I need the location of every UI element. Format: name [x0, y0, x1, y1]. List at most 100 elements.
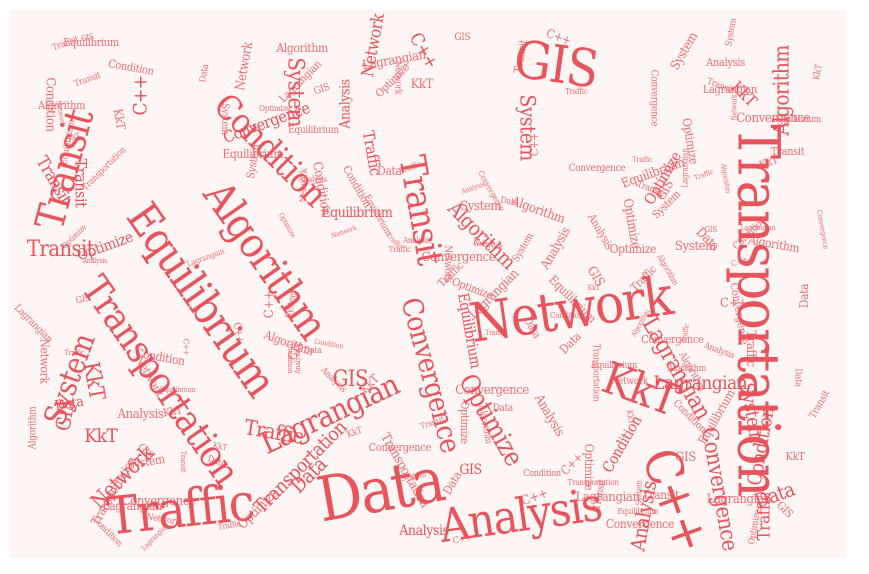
cloud-word-small: Data: [303, 345, 323, 356]
cloud-word-small: Lagrangian: [740, 223, 776, 232]
cloud-word-small: C++: [181, 338, 191, 356]
cloud-word-small: Traffic: [388, 244, 411, 254]
cloud-word-small: Condition: [549, 310, 584, 320]
cloud-word-medium: Equilibrium: [321, 205, 393, 222]
cloud-word-small: Convergence: [736, 110, 811, 126]
cloud-word-large: Transportation: [724, 124, 793, 496]
cloud-word-small: Convergence: [648, 69, 660, 127]
cloud-word-small: Transit: [770, 144, 805, 158]
cloud-word-small: Optimize: [609, 241, 657, 256]
cloud-word-small: Network: [610, 376, 649, 388]
cloud-word-small: Analysis: [403, 236, 432, 246]
cloud-word-small: Convergence: [421, 249, 496, 265]
cloud-word-small: Analysis: [530, 391, 567, 440]
cloud-word-small: Analysis: [298, 174, 328, 184]
cloud-word-small: KkT: [110, 107, 129, 130]
cloud-word-small: System: [723, 17, 739, 48]
cloud-word-small: GIS: [704, 224, 718, 234]
cloud-word-small: KkT: [587, 283, 600, 292]
cloud-word-small: System: [674, 239, 716, 255]
cloud-word-medium: System: [515, 93, 540, 161]
cloud-word-small: Network: [37, 338, 52, 384]
cloud-word-medium: Lagrangian: [653, 372, 748, 395]
cloud-word-small: Lagrangian: [575, 489, 640, 505]
cloud-word-small: C++: [557, 449, 586, 478]
cloud-word-small: Transit: [73, 70, 103, 90]
cloud-word-small: Lagrangian: [706, 492, 772, 508]
cloud-word-small: Analysis: [117, 406, 164, 422]
cloud-word-small: GIS: [312, 82, 332, 98]
cloud-word-small: GIS: [675, 449, 696, 465]
cloud-word-medium: Transit: [26, 236, 95, 262]
cloud-word-small: Transit: [807, 388, 833, 421]
cloud-word-small: Convergence: [368, 440, 432, 454]
cloud-word-small: Equilibrium: [222, 147, 284, 162]
cloud-word-small: Equilibrium: [617, 506, 659, 516]
cloud-word-small: System: [460, 198, 502, 214]
cloud-word-small: Equilibrium: [775, 115, 821, 126]
cloud-word-small: Analysis: [538, 225, 575, 273]
cloud-word-small: Condition: [523, 468, 561, 479]
cloud-word-small: Data: [797, 283, 812, 309]
cloud-word-large: Convergence: [393, 293, 467, 456]
cloud-word-small: Condition: [286, 343, 295, 373]
cloud-word-small: Convergence: [568, 162, 626, 174]
cloud-word-small: Optimize: [259, 104, 291, 114]
cloud-word-small: C++: [719, 296, 748, 312]
cloud-word-small: KkT: [812, 64, 825, 82]
cloud-word-small: Traffic: [632, 156, 653, 165]
cloud-word-large: Analysis: [436, 476, 605, 554]
cloud-word-small: Data: [492, 402, 514, 414]
cloud-word-small: Traffic: [565, 87, 588, 97]
cloud-word-small: Traffic: [692, 167, 715, 182]
cloud-word-small: Transit: [485, 328, 507, 337]
cloud-word-small: Optimize: [276, 211, 298, 240]
cloud-word-small: Analysis: [82, 256, 108, 265]
cloud-word-small: Lagrangian: [102, 498, 162, 513]
cloud-word-small: Algorithm: [27, 406, 39, 450]
cloud-word-small: Equilibrium: [63, 35, 119, 49]
cloud-word-small: KkT: [410, 77, 434, 93]
cloud-word-small: Analysis: [460, 180, 487, 197]
cloud-word-small: Analysis: [584, 211, 616, 252]
cloud-word-small: Convergence: [641, 333, 704, 347]
cloud-word-small: Data: [377, 163, 402, 178]
cloud-word-small: GIS: [454, 31, 471, 43]
cloud-word-large: GIS: [509, 29, 601, 101]
cloud-word-small: KkT: [785, 450, 805, 463]
word-cloud: Lagrangian Network Equilibrium Transportati…: [10, 10, 846, 558]
cloud-word-small: Convergence: [455, 382, 529, 398]
cloud-word-medium: C++: [129, 75, 152, 116]
cloud-word-small: Algorithm: [508, 193, 567, 227]
cloud-word-small: Transit: [178, 451, 187, 473]
cloud-word-small: Network: [329, 223, 358, 241]
cloud-word-small: Transportation: [567, 478, 619, 488]
cloud-word-medium: Traffic: [358, 128, 386, 177]
cloud-word-small: Equilibrium: [159, 385, 196, 394]
cloud-word-small: Convergence: [815, 209, 831, 250]
cloud-word-medium: GIS: [332, 366, 369, 392]
cloud-word-medium: Traffic: [754, 492, 775, 541]
cloud-word-small: Network: [232, 40, 257, 92]
cloud-word-small: Network: [392, 60, 403, 95]
cloud-word-small: Analysis: [706, 55, 745, 69]
cloud-word-small: Condition: [107, 56, 155, 78]
cloud-word-small: Algorithm: [276, 40, 328, 55]
cloud-word-small: Transit: [642, 488, 679, 503]
cloud-word-small: Convergence: [121, 493, 196, 509]
cloud-word-small: Lagrangian: [702, 83, 758, 97]
cloud-word-large: Data: [311, 442, 449, 537]
cloud-word-medium: C++: [405, 29, 443, 73]
cloud-word-medium: KkT: [84, 424, 118, 447]
cloud-word-small: Equilibrium: [288, 124, 339, 136]
cloud-word-small: Algorithm: [667, 364, 706, 375]
cloud-word-medium: GIS: [459, 462, 482, 479]
cloud-word-medium: Analysis: [399, 522, 449, 539]
cloud-word-small: Data: [792, 368, 803, 387]
cloud-word-medium: Algorithm: [769, 45, 794, 136]
cloud-word-small: Data: [197, 63, 211, 84]
cloud-word-small: Equilibrium: [591, 361, 637, 372]
cloud-word-small: Algorithm: [37, 98, 86, 112]
cloud-word-small: Convergence: [605, 516, 674, 531]
cloud-word-small: System: [667, 29, 702, 73]
